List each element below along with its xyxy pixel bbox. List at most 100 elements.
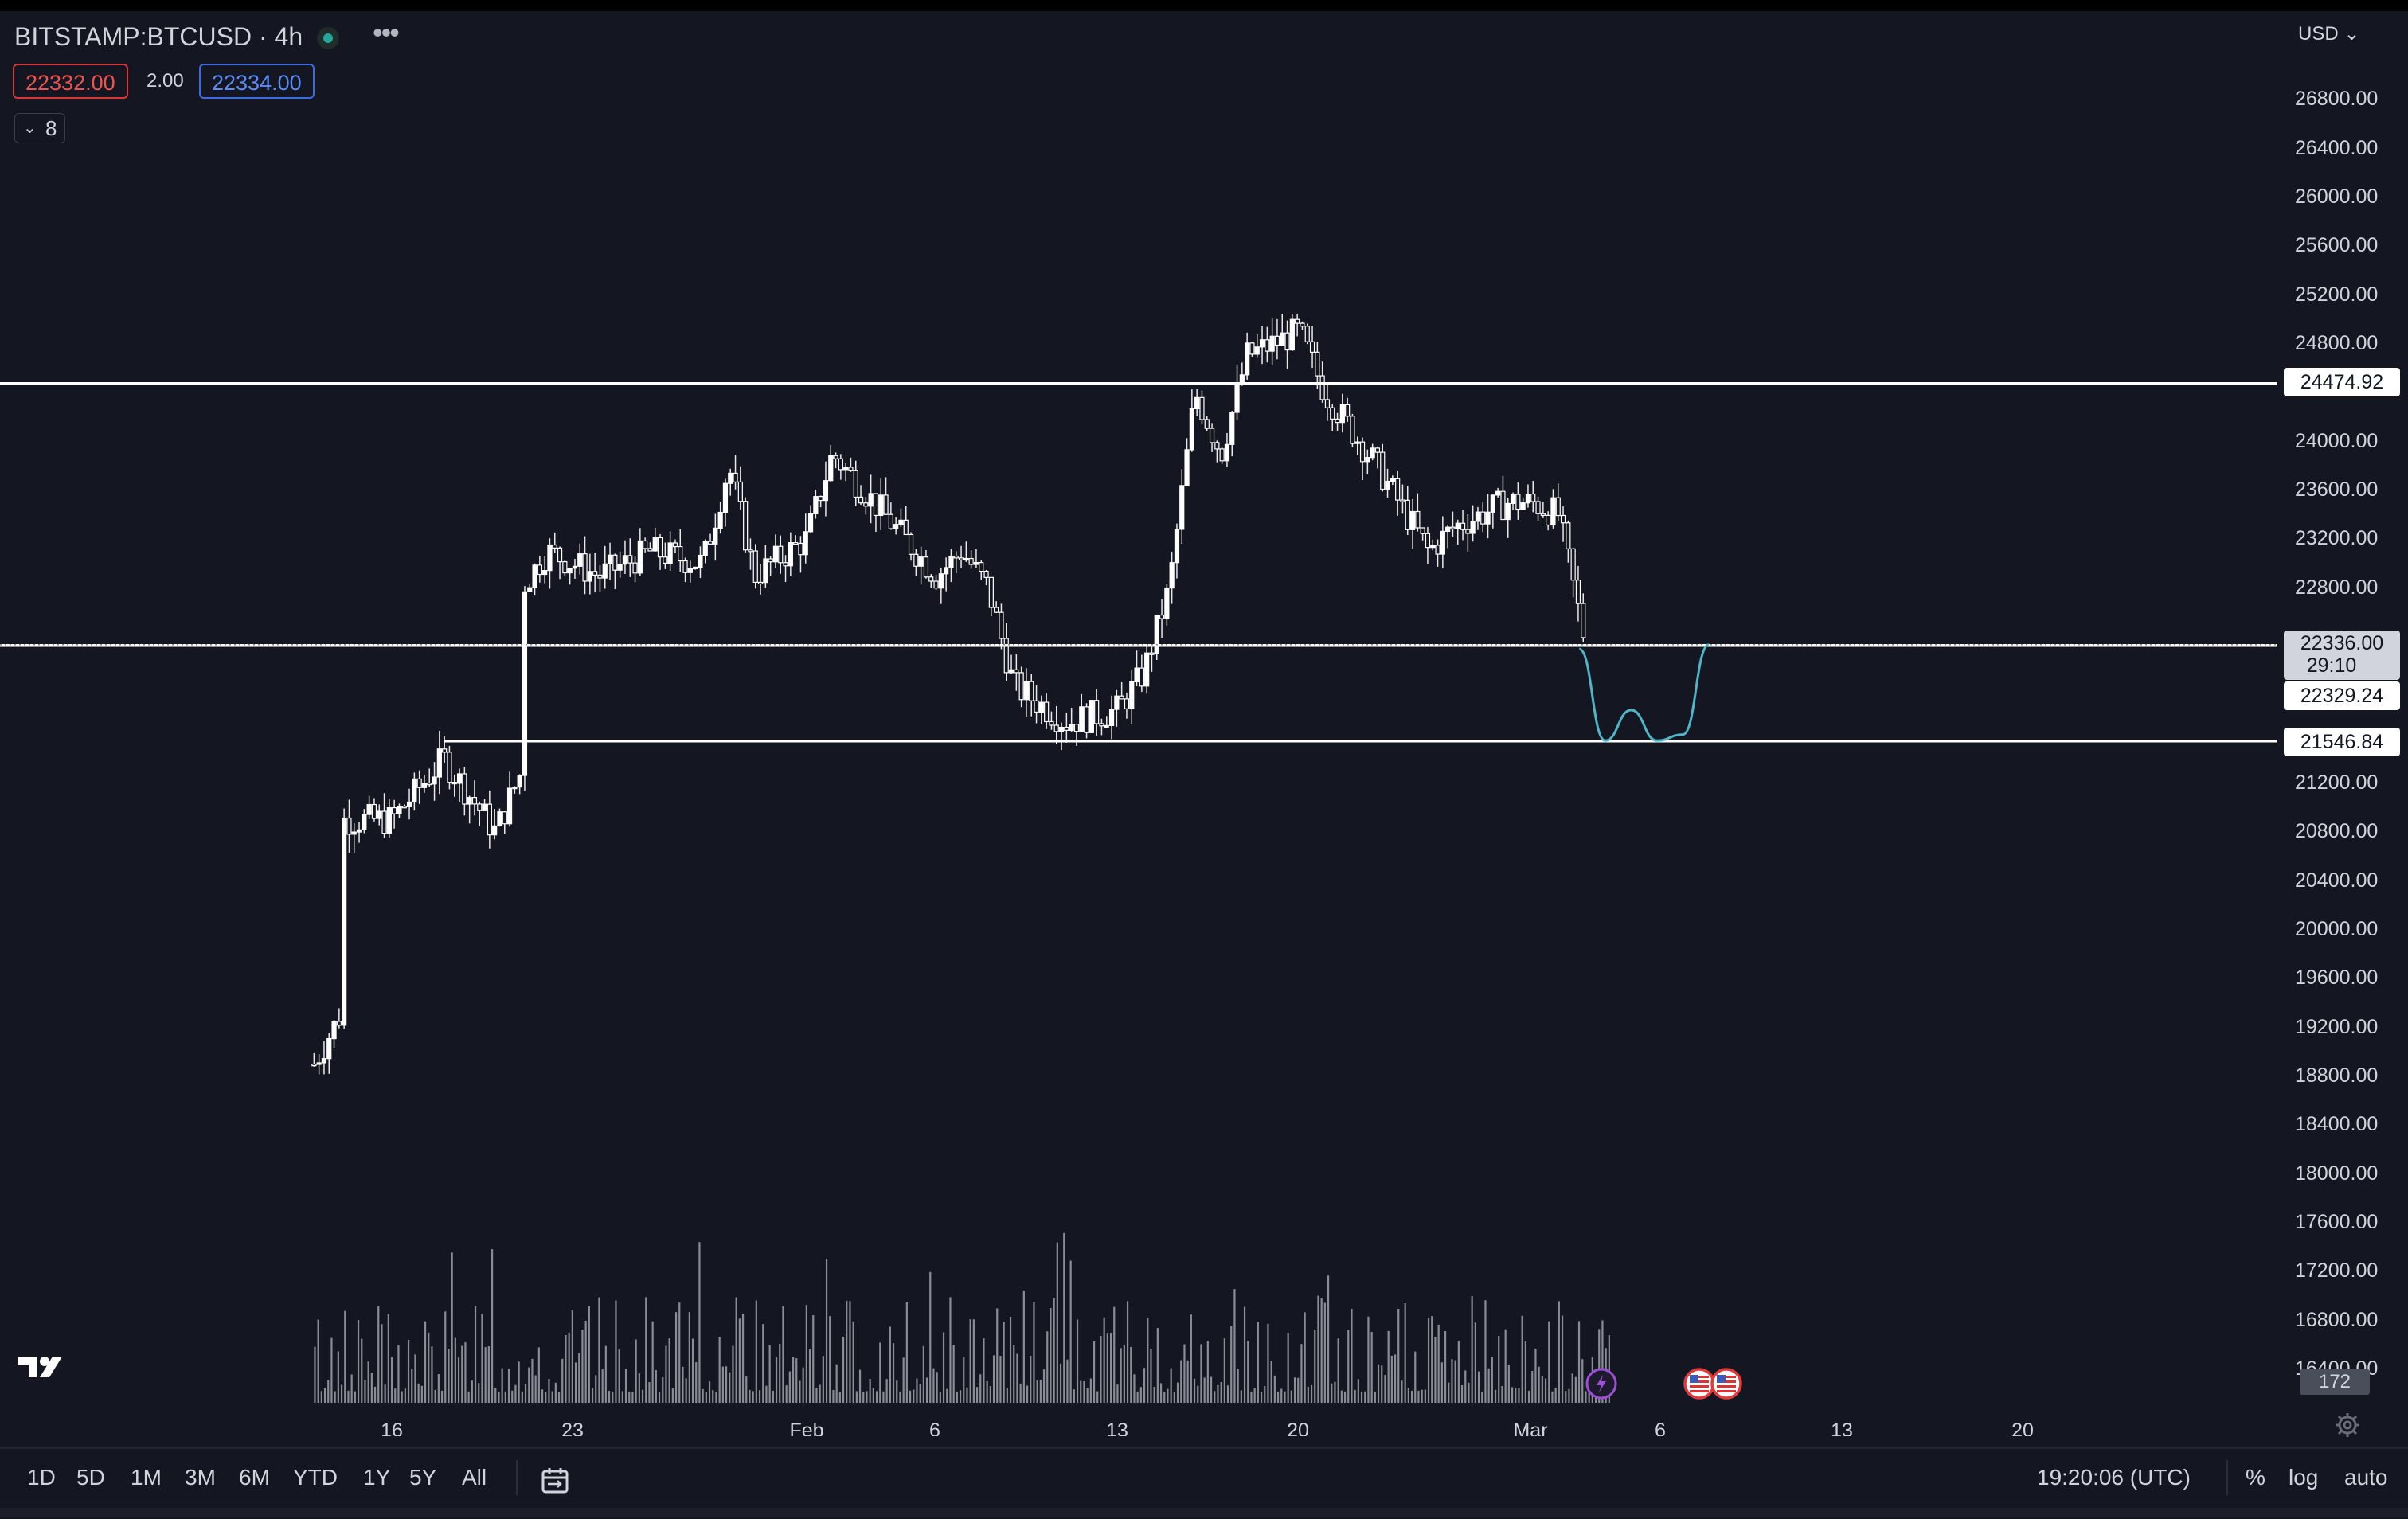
candle <box>1139 667 1144 687</box>
candle <box>506 787 513 825</box>
volume-bar <box>1460 1384 1464 1403</box>
range-button-ytd[interactable]: YTD <box>293 1465 338 1490</box>
volume-bar <box>1427 1318 1430 1403</box>
price-tick-label: 20800.00 <box>2295 820 2379 843</box>
volume-bar <box>969 1319 971 1403</box>
candle <box>452 782 457 785</box>
volume-bar <box>1143 1368 1146 1403</box>
buy-price-button[interactable]: 22334.00 <box>199 64 315 99</box>
volume-bar <box>461 1345 463 1403</box>
price-tick-label: 26400.00 <box>2295 136 2379 159</box>
candle <box>1189 408 1194 451</box>
volume-bar <box>1076 1319 1079 1403</box>
volume-bar <box>645 1297 647 1403</box>
range-button-6m[interactable]: 6M <box>239 1465 270 1490</box>
volume-bar <box>1527 1390 1530 1403</box>
more-icon[interactable]: ••• <box>373 16 400 49</box>
candle <box>351 831 357 835</box>
candle <box>1430 545 1436 549</box>
candle <box>713 527 718 545</box>
volume-bar <box>688 1312 690 1403</box>
volume-bar <box>1310 1384 1313 1403</box>
utc-clock[interactable]: 19:20:06 (UTC) <box>2037 1465 2191 1490</box>
volume-bar <box>1404 1303 1406 1403</box>
candle <box>1546 514 1551 526</box>
candle <box>416 778 422 788</box>
candle <box>1315 351 1320 377</box>
candle <box>1049 720 1054 726</box>
gear-icon[interactable] <box>2333 1411 2362 1439</box>
volume-bar <box>394 1388 397 1403</box>
volume-bar <box>1267 1323 1269 1403</box>
price-chart[interactable]: 16 23 Feb 6 13 20 Mar 6 13 20 <box>0 11 2277 1436</box>
volume-bar <box>682 1366 684 1403</box>
volume-bar <box>708 1381 711 1403</box>
log-toggle[interactable]: log <box>2289 1465 2319 1490</box>
candle <box>798 542 803 556</box>
volume-bar <box>1334 1381 1336 1403</box>
price-tick-label: 26800.00 <box>2295 88 2379 111</box>
range-button-1m[interactable]: 1M <box>131 1465 162 1490</box>
volume-bar <box>1273 1375 1276 1403</box>
range-button-1y[interactable]: 1Y <box>363 1465 391 1490</box>
candle <box>1204 419 1210 429</box>
volume-bar <box>370 1373 373 1403</box>
candle <box>617 564 623 571</box>
range-button-1d[interactable]: 1D <box>27 1465 56 1490</box>
candle <box>542 570 548 576</box>
candle <box>682 560 688 573</box>
candle <box>988 576 994 608</box>
volume-bar <box>846 1300 848 1403</box>
range-button-all[interactable]: All <box>462 1465 487 1490</box>
candle <box>964 557 969 561</box>
candle <box>1319 375 1325 400</box>
range-button-5y[interactable]: 5Y <box>409 1465 437 1490</box>
volume-bar <box>1491 1357 1493 1403</box>
candle <box>813 496 819 514</box>
volume-bar <box>1577 1321 1581 1403</box>
volume-bar <box>381 1324 383 1403</box>
date-range-icon[interactable] <box>540 1466 572 1495</box>
range-button-5d[interactable]: 5D <box>76 1465 105 1490</box>
indicators-toggle[interactable]: ⌄ 8 <box>14 113 65 143</box>
volume-bar <box>799 1380 801 1403</box>
volume-bar <box>952 1345 955 1403</box>
candle <box>331 1021 337 1040</box>
volume-bar <box>1431 1316 1433 1403</box>
market-status-icon[interactable] <box>317 27 339 49</box>
volume-bar <box>1033 1301 1035 1403</box>
volume-bar <box>557 1391 561 1403</box>
volume-bar <box>718 1337 721 1403</box>
candle <box>768 558 773 563</box>
candle <box>1179 485 1185 530</box>
volume-bar <box>838 1391 841 1403</box>
sell-price-button[interactable]: 22332.00 <box>13 64 128 99</box>
volume-bar <box>595 1375 597 1403</box>
volume-bar <box>979 1374 982 1403</box>
tradingview-logo[interactable] <box>16 1353 68 1380</box>
candle <box>427 783 432 786</box>
volume-bar <box>842 1337 845 1403</box>
auto-toggle[interactable]: auto <box>2344 1465 2388 1490</box>
volume-bar <box>916 1378 918 1403</box>
candle <box>401 806 407 809</box>
candle <box>1119 695 1124 700</box>
candle <box>342 817 347 1026</box>
volume-bar <box>440 1390 444 1403</box>
candle <box>793 542 799 545</box>
volume-bar <box>1050 1308 1052 1403</box>
candle <box>838 458 843 471</box>
chevron-down-icon: ⌄ <box>2338 23 2360 45</box>
symbol-title[interactable]: BITSTAMP:BTCUSD · 4h <box>14 22 303 51</box>
volume-bar <box>1163 1391 1166 1403</box>
volume-bar <box>1440 1362 1443 1403</box>
range-button-3m[interactable]: 3M <box>185 1465 216 1490</box>
candle <box>752 550 758 584</box>
time-axis-label: 23 <box>561 1419 584 1436</box>
volume-bar <box>361 1338 363 1403</box>
volume-bar <box>457 1357 460 1403</box>
percent-toggle[interactable]: % <box>2246 1465 2265 1490</box>
volume-bar <box>584 1321 587 1403</box>
currency-select[interactable]: USD ⌄ <box>2298 22 2359 45</box>
volume-bar <box>1220 1382 1222 1403</box>
